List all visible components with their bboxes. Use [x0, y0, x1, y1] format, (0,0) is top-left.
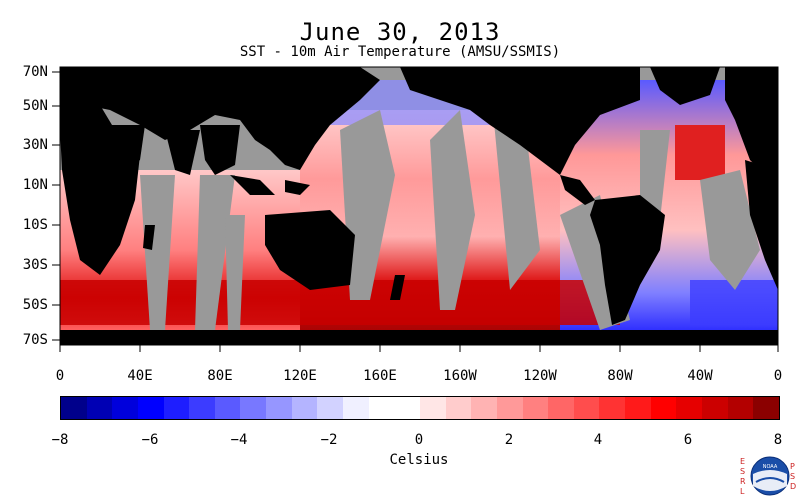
lon-label-40w: 40W — [687, 368, 713, 384]
colorbar-cell — [61, 397, 87, 419]
logo-letter: S — [790, 472, 795, 481]
colorbar-cell — [650, 397, 677, 419]
colorbar-cell — [496, 397, 523, 419]
colorbar-cell — [240, 397, 267, 419]
colorbar-cell — [266, 397, 292, 419]
lon-label-80e: 80E — [207, 368, 233, 384]
colorbar-cell — [368, 397, 395, 419]
temperature-colorbar — [60, 396, 780, 420]
logo-letter: D — [790, 482, 796, 491]
noaa-esrl-psd-logo: E S R L P S D NOAA — [740, 456, 796, 496]
colorbar-tick-label: 6 — [683, 432, 693, 448]
lon-label-40e: 40E — [127, 368, 153, 384]
colorbar-tick-label: −2 — [320, 432, 338, 448]
land — [60, 67, 778, 345]
colorbar-cell — [394, 397, 420, 419]
map-subtitle: SST - 10m Air Temperature (AMSU/SSMIS) — [239, 44, 561, 60]
colorbar-tick-label: −8 — [51, 432, 69, 448]
logo-letter: P — [790, 462, 795, 471]
colorbar-tick-label: 8 — [773, 432, 783, 448]
colorbar-cell — [599, 397, 626, 419]
colorbar-tick-label: 0 — [414, 432, 424, 448]
colorbar-tick-label: −6 — [141, 432, 159, 448]
map-date-title: June 30, 2013 — [299, 18, 501, 46]
colorbar-cell — [112, 397, 138, 419]
logo-letter: R — [740, 477, 746, 486]
north-atlantic-warm-patch — [675, 125, 725, 180]
lon-label-120e: 120E — [283, 368, 317, 384]
colorbar-tick-label: 2 — [504, 432, 514, 448]
lon-label-120w: 120W — [523, 368, 557, 384]
lat-label-70s: 70S — [22, 332, 48, 348]
lat-label-50s: 50S — [22, 297, 48, 313]
axis-ticks — [52, 71, 779, 352]
colorbar-tick-label: 4 — [593, 432, 603, 448]
lat-label-10s: 10S — [22, 217, 48, 233]
noaa-emblem-text: NOAA — [763, 464, 778, 470]
colorbar-units-label: Celsius — [389, 452, 449, 468]
logo-letter: S — [740, 467, 745, 476]
colorbar-cell — [702, 397, 728, 419]
logo-letter: E — [740, 457, 745, 466]
colorbar-cell — [343, 397, 369, 419]
lat-label-10n: 10N — [22, 177, 48, 193]
colorbar-cell — [445, 397, 472, 419]
map-border — [59, 66, 779, 346]
lat-label-30n: 30N — [22, 137, 48, 153]
colorbar-cell — [163, 397, 190, 419]
colorbar-cell — [137, 397, 164, 419]
colorbar-cell — [189, 397, 215, 419]
colorbar-cell — [625, 397, 651, 419]
colorbar-cell — [419, 397, 446, 419]
colorbar-cell — [727, 397, 754, 419]
lon-label-0-right: 0 — [773, 368, 783, 384]
colorbar-cell — [471, 397, 497, 419]
lat-label-70n: 70N — [22, 64, 48, 80]
colorbar-cell — [214, 397, 241, 419]
lon-label-160e: 160E — [363, 368, 397, 384]
lon-label-0-left: 0 — [55, 368, 65, 384]
southern-ocean-warm-band — [60, 280, 620, 325]
colorbar-cell — [548, 397, 574, 419]
colorbar-cell — [753, 397, 779, 419]
colorbar-cell — [86, 397, 113, 419]
lon-label-160w: 160W — [443, 368, 477, 384]
lon-label-80w: 80W — [607, 368, 633, 384]
colorbar-cell — [291, 397, 318, 419]
colorbar-tick-label: −4 — [230, 432, 248, 448]
lat-label-30s: 30S — [22, 257, 48, 273]
colorbar-cell — [522, 397, 549, 419]
colorbar-cell — [573, 397, 600, 419]
colorbar-cell — [676, 397, 703, 419]
logo-letter: L — [740, 487, 745, 496]
lat-label-50n: 50N — [22, 98, 48, 114]
colorbar-cell — [317, 397, 344, 419]
